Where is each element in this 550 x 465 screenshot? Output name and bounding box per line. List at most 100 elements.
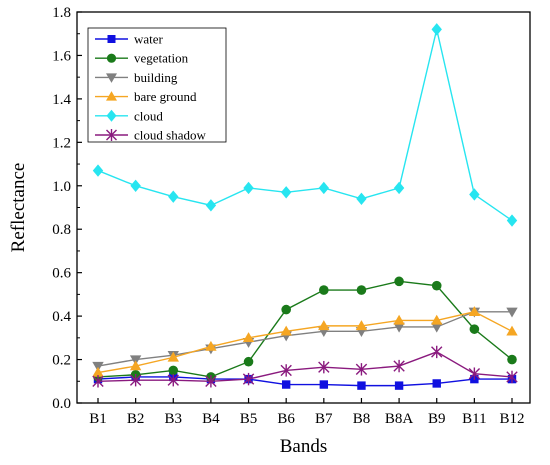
- x-axis-title: Bands: [280, 436, 328, 457]
- series-line: [97, 351, 513, 382]
- marker-triangle-down: [92, 361, 104, 372]
- marker-triangle-up: [318, 320, 330, 331]
- marker-triangle-down: [506, 307, 518, 318]
- legend-item: cloud: [95, 108, 163, 123]
- ticks: 0.0 0.2 0.4 0.6 0.8 1.0 1.2 1.4 1.6 1.8 B1 B2 B3 B4 B5…: [52, 5, 524, 427]
- x-tick-label: B9: [428, 411, 446, 427]
- marker-circle: [469, 324, 480, 334]
- marker-circle: [106, 53, 117, 63]
- marker-circle: [356, 285, 367, 295]
- series-line: [97, 376, 512, 387]
- marker-asterisk: [280, 364, 292, 377]
- marker-square: [432, 379, 441, 388]
- series-cloud: [92, 23, 518, 227]
- marker-triangle-up: [431, 314, 443, 325]
- legend-item: vegetation: [95, 51, 189, 66]
- marker-square: [357, 381, 366, 390]
- marker-triangle-up: [242, 332, 255, 343]
- legend-label: vegetation: [134, 51, 189, 66]
- x-tick-label: B2: [127, 411, 145, 427]
- marker-diamond: [318, 181, 330, 195]
- marker-circle: [319, 285, 329, 295]
- marker-diamond: [506, 214, 518, 227]
- x-tick-label: B1: [89, 411, 107, 427]
- marker-asterisk: [318, 360, 330, 374]
- marker-diamond: [356, 192, 367, 206]
- marker-triangle-down: [129, 355, 142, 366]
- marker-triangle-down: [431, 322, 443, 333]
- marker-asterisk: [92, 375, 104, 388]
- y-tick-label: 1.2: [52, 135, 71, 151]
- marker-diamond: [168, 190, 179, 203]
- legend-label: building: [134, 70, 178, 85]
- legend: water vegetation building bare ground cloud c…: [87, 27, 227, 143]
- y-tick-label: 0.0: [52, 396, 71, 412]
- marker-triangle-up: [92, 366, 104, 377]
- marker-circle: [431, 280, 442, 291]
- marker-triangle-down: [393, 322, 405, 333]
- marker-circle: [507, 354, 517, 365]
- y-tick-label: 0.4: [52, 309, 71, 325]
- x-tick-label: B6: [277, 411, 295, 427]
- marker-square: [319, 380, 329, 389]
- x-tick-label: B5: [240, 411, 258, 427]
- marker-diamond: [92, 164, 104, 177]
- y-tick-label: 1.6: [52, 48, 71, 64]
- marker-triangle-up: [468, 306, 481, 316]
- marker-triangle-up: [167, 351, 179, 362]
- y-tick-label: 1.0: [52, 179, 71, 195]
- y-tick-label: 0.6: [52, 266, 71, 282]
- series-cloud-shadow: [92, 345, 518, 388]
- x-tick-label: B7: [315, 411, 333, 427]
- x-tick-label: B8: [353, 411, 371, 427]
- marker-diamond: [393, 181, 405, 195]
- marker-asterisk: [205, 375, 217, 388]
- y-tick-label: 1.4: [52, 92, 71, 108]
- marker-diamond: [243, 181, 254, 195]
- marker-circle: [281, 304, 291, 315]
- marker-circle: [394, 276, 404, 287]
- marker-diamond: [280, 186, 292, 199]
- marker-triangle-up: [129, 360, 142, 371]
- legend-item: water: [95, 32, 164, 47]
- series-water: [93, 372, 517, 390]
- marker-asterisk: [355, 363, 368, 376]
- series-line: [97, 311, 512, 367]
- marker-triangle-up: [355, 320, 368, 331]
- marker-asterisk: [106, 129, 117, 141]
- marker-diamond: [431, 23, 442, 36]
- legend-label: cloud shadow: [134, 128, 206, 143]
- legend-box: [87, 27, 227, 143]
- legend-label: bare ground: [134, 89, 197, 104]
- marker-triangle-up: [205, 340, 217, 351]
- series-bare-ground: [92, 306, 518, 377]
- marker-diamond: [469, 188, 480, 201]
- y-tick-label: 0.2: [52, 353, 71, 369]
- marker-diamond: [130, 179, 141, 192]
- x-tick-label: B12: [499, 411, 524, 427]
- marker-circle: [243, 356, 254, 367]
- marker-square: [107, 35, 116, 43]
- marker-circle: [168, 365, 179, 376]
- x-tick-label: B4: [202, 411, 220, 427]
- marker-diamond: [106, 109, 117, 122]
- y-tick-label: 1.8: [52, 5, 71, 21]
- x-tick-label: B11: [462, 411, 486, 427]
- marker-diamond: [205, 199, 217, 212]
- marker-triangle-up: [280, 325, 292, 336]
- marker-asterisk: [431, 345, 443, 359]
- marker-asterisk: [468, 367, 481, 380]
- marker-triangle-up: [506, 325, 518, 336]
- series-layer: [92, 23, 518, 390]
- marker-asterisk: [167, 373, 179, 387]
- x-tick-label: B8A: [385, 411, 414, 427]
- x-tick-label: B3: [165, 411, 183, 427]
- marker-asterisk: [242, 372, 255, 386]
- marker-asterisk: [506, 370, 518, 384]
- legend-item: bare ground: [95, 89, 197, 104]
- y-tick-label: 0.8: [52, 222, 71, 238]
- marker-square: [394, 381, 404, 390]
- legend-label: cloud: [134, 108, 163, 123]
- series-line: [97, 29, 513, 222]
